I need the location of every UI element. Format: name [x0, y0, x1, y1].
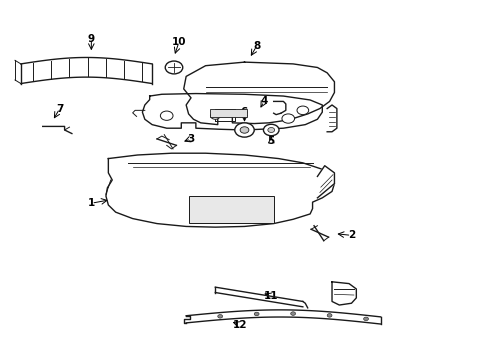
- Polygon shape: [142, 94, 322, 130]
- Circle shape: [363, 317, 368, 321]
- Text: 5: 5: [267, 136, 274, 146]
- Polygon shape: [106, 153, 334, 227]
- Polygon shape: [215, 287, 302, 307]
- Text: 7: 7: [56, 104, 63, 113]
- Circle shape: [296, 106, 308, 114]
- Circle shape: [326, 314, 331, 317]
- Text: 1: 1: [87, 198, 95, 208]
- Circle shape: [165, 61, 183, 74]
- Polygon shape: [317, 166, 334, 198]
- Text: 4: 4: [260, 96, 267, 107]
- Text: 2: 2: [347, 230, 354, 240]
- FancyBboxPatch shape: [188, 196, 273, 223]
- Circle shape: [263, 124, 279, 136]
- Text: 6: 6: [241, 107, 247, 117]
- Circle shape: [254, 312, 259, 316]
- Polygon shape: [186, 310, 380, 324]
- Text: 12: 12: [232, 320, 246, 330]
- Polygon shape: [326, 105, 336, 132]
- Circle shape: [210, 112, 220, 119]
- Text: 11: 11: [264, 291, 278, 301]
- Circle shape: [240, 127, 248, 133]
- Text: 3: 3: [187, 134, 194, 144]
- Text: 10: 10: [171, 37, 186, 48]
- Circle shape: [282, 114, 294, 123]
- Text: 9: 9: [88, 34, 95, 44]
- Circle shape: [160, 111, 173, 120]
- Circle shape: [267, 127, 274, 132]
- Circle shape: [234, 123, 254, 137]
- Polygon shape: [331, 282, 356, 305]
- Polygon shape: [183, 62, 334, 125]
- Circle shape: [290, 312, 295, 315]
- Text: 8: 8: [252, 41, 260, 51]
- Polygon shape: [21, 58, 152, 84]
- Circle shape: [217, 315, 222, 318]
- FancyBboxPatch shape: [210, 109, 246, 117]
